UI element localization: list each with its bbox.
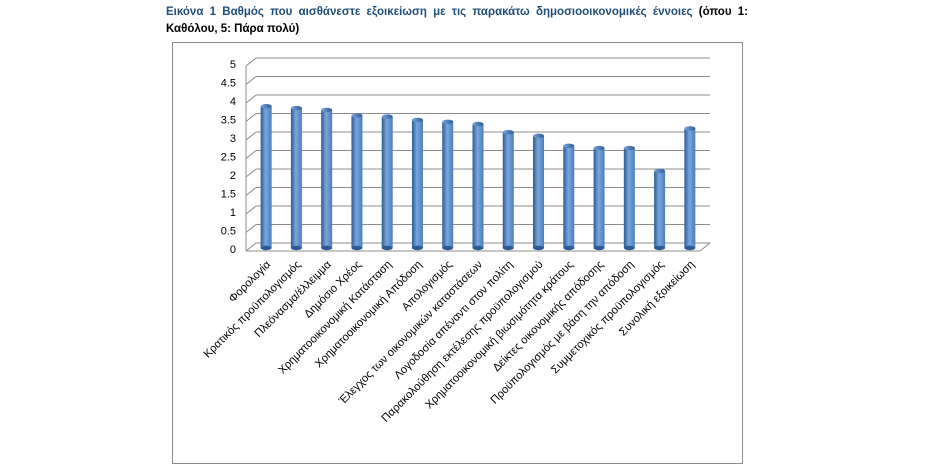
bar-base <box>593 245 605 251</box>
bar <box>472 121 484 251</box>
bar-top <box>684 126 696 131</box>
bar <box>411 117 423 251</box>
bar-top <box>411 117 423 123</box>
bar <box>502 129 514 251</box>
x-category-label: Προϋπολογισμός με βάση την απόδοση <box>489 259 637 407</box>
bar-top <box>593 145 605 151</box>
bars <box>260 104 696 251</box>
bar-base <box>381 245 393 251</box>
bar-body <box>411 119 423 248</box>
y-tick-label: 4.5 <box>221 78 236 90</box>
figure-caption-scale: (όπου 1: Καθόλου, 5: Πάρα πολύ) <box>166 6 748 35</box>
grid-depth-line <box>245 168 257 178</box>
bar-base <box>563 245 575 251</box>
bar-body <box>533 135 545 248</box>
y-tick-label: 4 <box>230 96 236 108</box>
grid-depth-line <box>245 187 257 196</box>
bar-base <box>351 245 363 251</box>
y-tick-label: 3.5 <box>221 115 236 127</box>
bar-body <box>472 124 484 248</box>
bar-body <box>351 115 363 248</box>
bar <box>321 107 333 251</box>
bar-base <box>533 245 545 251</box>
bar-top <box>442 119 454 124</box>
grid-depth-line <box>245 76 257 85</box>
bar-body <box>442 121 454 248</box>
grid-depth-line <box>245 131 257 141</box>
y-tick-label: 0.5 <box>221 226 236 238</box>
bar-base <box>321 245 333 251</box>
x-category-label: Δείκτες οικονομικής απόδοσης <box>491 258 607 374</box>
y-tick-label: 0 <box>230 244 236 256</box>
bar-body <box>290 108 302 248</box>
y-tick-label: 5 <box>230 59 236 71</box>
grid-depth-line <box>245 94 257 104</box>
bar <box>563 143 575 251</box>
bar-body <box>623 148 635 248</box>
bar <box>351 113 363 251</box>
bar-body <box>563 145 575 248</box>
y-tick-label: 1.5 <box>221 189 236 201</box>
bar <box>381 114 393 251</box>
bar-top <box>321 107 333 113</box>
bar-top <box>502 129 514 135</box>
grid-depth-line <box>245 205 257 215</box>
bar-body <box>381 116 393 248</box>
bar <box>684 126 696 251</box>
figure-caption-title: Εικόνα 1 Βαθμός που αισθάνεστε εξοικείωσ… <box>166 6 693 18</box>
figure-caption: Εικόνα 1 Βαθμός που αισθάνεστε εξοικείωσ… <box>166 4 748 38</box>
bar <box>623 145 635 251</box>
bar-body <box>684 128 696 248</box>
bar-body <box>593 148 605 248</box>
bar-base <box>654 245 666 251</box>
bar-top <box>472 121 484 127</box>
bar-base <box>411 245 423 251</box>
bar-base <box>502 245 514 251</box>
y-tick-label: 1 <box>230 207 236 219</box>
bar-top <box>623 145 635 151</box>
bar-base <box>472 245 484 251</box>
bar-top <box>351 113 363 118</box>
bar-body <box>654 171 666 248</box>
bar-body <box>260 106 272 248</box>
bar <box>442 119 454 251</box>
bar-base <box>684 245 696 251</box>
bar <box>654 168 666 251</box>
grid-depth-line <box>245 242 257 252</box>
bar-body <box>321 109 333 248</box>
bar <box>260 104 272 251</box>
bar-base <box>260 245 272 251</box>
bar-top <box>290 105 302 111</box>
bar-body <box>502 132 514 248</box>
bar <box>290 105 302 251</box>
x-axis-depth-line <box>699 242 711 252</box>
y-tick-label: 3 <box>230 133 236 145</box>
bar-base <box>442 245 454 251</box>
bar-top <box>533 133 545 139</box>
bar-top <box>381 114 393 119</box>
bar-base <box>290 245 302 251</box>
y-tick-label: 2.5 <box>221 152 236 164</box>
grid-depth-line <box>245 150 257 159</box>
bar-base <box>623 245 635 251</box>
bar <box>593 145 605 251</box>
y-axis-tick-labels: 0 0.5 1 1.5 2 2.5 3 3.5 4 4.5 5 <box>221 59 236 256</box>
y-tick-label: 2 <box>230 170 236 182</box>
bar <box>533 133 545 251</box>
bar-top <box>563 143 575 149</box>
grid-depth-line <box>245 113 257 122</box>
bar-top <box>260 104 272 109</box>
grid-depth-line <box>245 224 257 233</box>
bar-top <box>654 168 666 174</box>
grid-depth-line <box>245 57 257 67</box>
